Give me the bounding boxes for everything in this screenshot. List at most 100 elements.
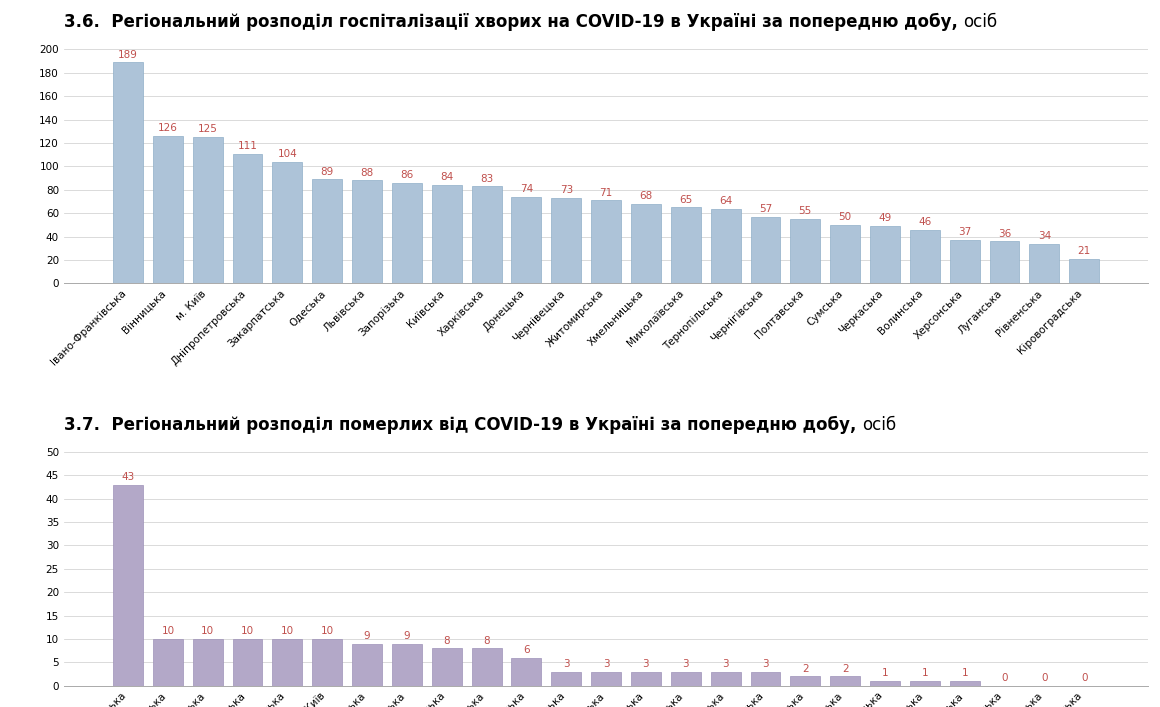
Text: 3: 3	[762, 659, 769, 669]
Text: 3: 3	[603, 659, 609, 669]
Text: 1: 1	[882, 668, 889, 678]
Bar	[353, 643, 382, 686]
Bar	[631, 204, 661, 284]
Bar	[790, 677, 820, 686]
Text: 88: 88	[361, 168, 374, 177]
Bar	[751, 672, 781, 686]
Text: 74: 74	[520, 184, 534, 194]
Bar	[870, 226, 900, 284]
Text: 8: 8	[484, 636, 490, 645]
Text: 89: 89	[320, 167, 334, 177]
Bar	[233, 639, 262, 686]
Bar	[512, 197, 542, 284]
Text: 46: 46	[919, 217, 931, 227]
Bar	[831, 225, 860, 284]
Bar	[551, 672, 581, 686]
Text: 10: 10	[320, 626, 334, 636]
Bar	[392, 643, 422, 686]
Text: 86: 86	[400, 170, 413, 180]
Bar	[1070, 259, 1100, 284]
Bar	[831, 677, 860, 686]
Text: 2: 2	[802, 664, 809, 674]
Text: 189: 189	[118, 49, 138, 59]
Text: 8: 8	[443, 636, 450, 645]
Text: 71: 71	[600, 187, 612, 197]
Text: 0: 0	[1001, 673, 1008, 683]
Text: 104: 104	[277, 149, 297, 159]
Text: 10: 10	[161, 626, 174, 636]
Bar	[631, 672, 661, 686]
Bar	[711, 672, 740, 686]
Text: 3: 3	[682, 659, 689, 669]
Text: 57: 57	[759, 204, 773, 214]
Text: 84: 84	[440, 173, 454, 182]
Text: 55: 55	[799, 206, 812, 216]
Text: 111: 111	[238, 141, 258, 151]
Bar	[751, 217, 781, 284]
Bar	[1029, 244, 1059, 284]
Text: 0: 0	[1081, 673, 1087, 683]
Text: 83: 83	[480, 173, 493, 184]
Bar	[432, 648, 462, 686]
Bar	[989, 241, 1020, 284]
Text: 9: 9	[364, 631, 370, 641]
Text: осіб: осіб	[964, 13, 998, 31]
Text: 10: 10	[201, 626, 215, 636]
Text: 65: 65	[679, 194, 693, 204]
Text: 43: 43	[122, 472, 135, 481]
Text: 9: 9	[404, 631, 411, 641]
Bar	[353, 180, 382, 284]
Bar	[273, 162, 303, 284]
Bar	[870, 681, 900, 686]
Bar	[114, 62, 143, 284]
Text: осіб: осіб	[862, 416, 896, 434]
Text: 3.7.  Регіональний розподіл померлих від COVID-19 в Україні за попередню добу,: 3.7. Регіональний розподіл померлих від …	[64, 416, 862, 434]
Bar	[670, 207, 701, 284]
Bar	[711, 209, 740, 284]
Text: 2: 2	[842, 664, 848, 674]
Bar	[592, 200, 621, 284]
Bar	[193, 137, 223, 284]
Bar	[312, 180, 342, 284]
Text: 1: 1	[921, 668, 928, 678]
Text: 3: 3	[563, 659, 570, 669]
Text: 68: 68	[639, 191, 653, 201]
Text: 36: 36	[998, 228, 1012, 238]
Text: 73: 73	[559, 185, 573, 195]
Bar	[670, 672, 701, 686]
Text: 10: 10	[241, 626, 254, 636]
Bar	[432, 185, 462, 284]
Bar	[592, 672, 621, 686]
Bar	[392, 183, 422, 284]
Text: 1: 1	[962, 668, 967, 678]
Text: 6: 6	[523, 645, 530, 655]
Bar	[273, 639, 303, 686]
Bar	[472, 648, 501, 686]
Text: 49: 49	[878, 214, 892, 223]
Bar	[790, 219, 820, 284]
Text: 10: 10	[281, 626, 293, 636]
Bar	[909, 230, 940, 284]
Bar	[551, 198, 581, 284]
Text: 50: 50	[839, 212, 851, 222]
Bar	[114, 484, 143, 686]
Text: 21: 21	[1078, 246, 1090, 256]
Bar	[193, 639, 223, 686]
Bar	[312, 639, 342, 686]
Text: 126: 126	[158, 123, 177, 133]
Text: 3.6.  Регіональний розподіл госпіталізації хворих на COVID-19 в Україні за попер: 3.6. Регіональний розподіл госпіталізаці…	[64, 13, 964, 31]
Text: 37: 37	[958, 228, 971, 238]
Bar	[153, 639, 183, 686]
Bar	[472, 187, 501, 284]
Text: 125: 125	[197, 124, 218, 134]
Bar	[950, 681, 979, 686]
Bar	[153, 136, 183, 284]
Text: 3: 3	[643, 659, 650, 669]
Text: 3: 3	[723, 659, 728, 669]
Bar	[909, 681, 940, 686]
Text: 0: 0	[1041, 673, 1047, 683]
Text: 34: 34	[1038, 231, 1051, 241]
Bar	[233, 153, 262, 284]
Bar	[512, 658, 542, 686]
Text: 64: 64	[719, 196, 732, 206]
